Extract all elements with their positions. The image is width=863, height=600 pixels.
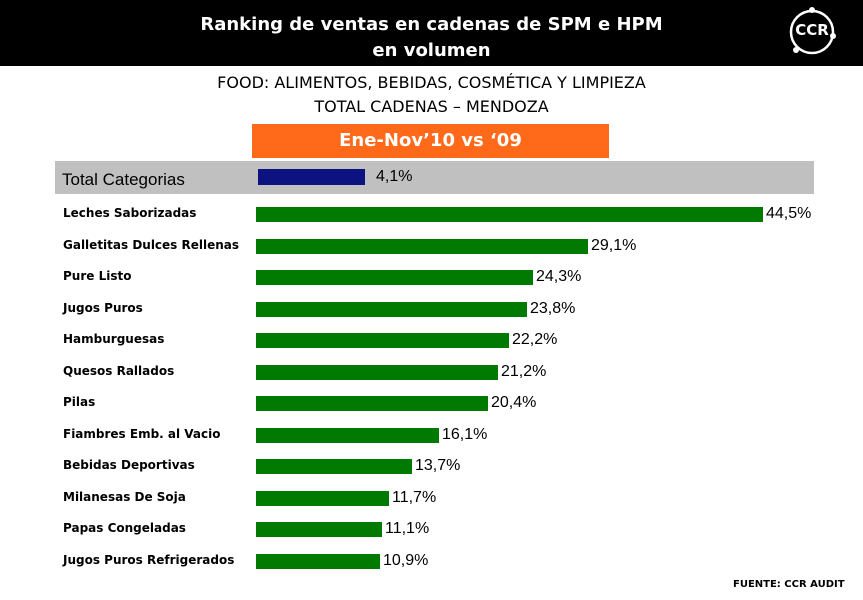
bar	[256, 207, 763, 222]
category-label: Leches Saborizadas	[63, 206, 197, 220]
category-label: Papas Congeladas	[63, 521, 186, 535]
category-label: Milanesas De Soja	[63, 490, 186, 504]
total-row-band	[55, 161, 814, 194]
bar	[256, 365, 498, 380]
category-label: Galletitas Dulces Rellenas	[63, 238, 240, 252]
period-banner: Ene-Nov’10 vs ‘09	[252, 124, 609, 158]
bar-value-label: 11,1%	[385, 520, 430, 537]
bar-value-label: 11,7%	[392, 489, 437, 506]
bar	[256, 491, 389, 506]
bar	[256, 333, 509, 348]
bar-value-label: 16,1%	[442, 426, 488, 443]
logo-text: CCR	[795, 21, 829, 39]
bar	[256, 239, 588, 254]
page-title-line2: en volumen	[372, 40, 491, 61]
category-label: Quesos Rallados	[63, 364, 175, 378]
bar-value-label: 21,2%	[501, 363, 547, 380]
bar	[256, 270, 533, 285]
category-label: Jugos Puros Refrigerados	[63, 553, 235, 567]
category-label: Hamburguesas	[63, 332, 165, 346]
category-label: Fiambres Emb. al Vacio	[63, 427, 221, 441]
bar-value-label: 29,1%	[591, 237, 637, 254]
total-value-label: 4,1%	[376, 168, 413, 185]
bar	[256, 459, 412, 474]
total-bar	[258, 169, 365, 185]
category-label: Pilas	[63, 395, 96, 409]
subtitle-region: TOTAL CADENAS – MENDOZA	[314, 97, 549, 116]
total-label: Total Categorias	[62, 170, 185, 189]
bar-value-label: 23,8%	[530, 300, 576, 317]
bar	[256, 428, 439, 443]
bar	[256, 302, 527, 317]
subtitle: FOOD: ALIMENTOS, BEBIDAS, COSMÉTICA Y LI…	[217, 73, 646, 92]
category-label: Bebidas Deportivas	[63, 458, 195, 472]
bar-value-label: 44,5%	[766, 205, 812, 222]
bar-value-label: 13,7%	[415, 457, 461, 474]
category-label: Pure Listo	[63, 269, 132, 283]
bar-value-label: 24,3%	[536, 268, 582, 285]
bar	[256, 396, 488, 411]
source-note: FUENTE: CCR AUDIT	[733, 579, 845, 590]
page-title: Ranking de ventas en cadenas de SPM e HP…	[200, 14, 663, 35]
bar-value-label: 22,2%	[512, 331, 558, 348]
bar	[256, 554, 380, 569]
ccr-logo-icon	[789, 7, 836, 55]
bar-value-label: 10,9%	[383, 552, 429, 569]
header-banner	[0, 0, 863, 66]
bar-value-label: 20,4%	[491, 394, 537, 411]
category-label: Jugos Puros	[63, 301, 143, 315]
bar	[256, 522, 382, 537]
